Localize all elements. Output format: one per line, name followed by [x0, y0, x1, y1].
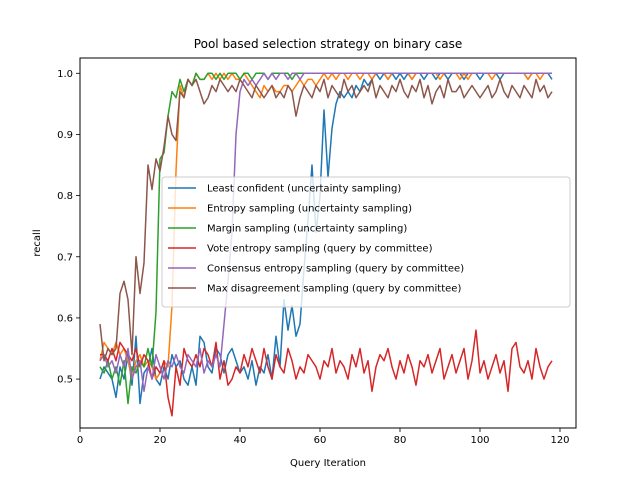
x-axis: 0 20 40 60 80 100 120: [77, 428, 570, 446]
x-tick-label: 20: [154, 435, 167, 446]
legend-label: Margin sampling (uncertainty sampling): [207, 224, 407, 235]
series-line-4: [100, 329, 553, 417]
legend-label: Max disagreement sampling (query by comm…: [207, 284, 461, 295]
legend-label: Entropy sampling (uncertainty sampling): [207, 204, 412, 215]
legend: Least confident (uncertainty sampling) En…: [161, 176, 571, 308]
plot-frame: [79, 57, 577, 429]
y-tick-label: 1.0: [57, 69, 73, 80]
x-tick-label: 0: [77, 435, 83, 446]
legend-box: [161, 176, 571, 308]
y-tick-label: 0.6: [57, 313, 73, 324]
legend-label: Vote entropy sampling (query by committe…: [207, 244, 433, 255]
series-line-5: [99, 72, 552, 393]
x-tick-label: 40: [234, 435, 247, 446]
chart-title: Pool based selection strategy on binary …: [194, 37, 462, 51]
legend-label: Least confident (uncertainty sampling): [207, 184, 401, 195]
y-tick-label: 0.8: [57, 191, 73, 202]
y-axis: 0.5 0.6 0.7 0.8 0.9 1.0: [57, 69, 80, 386]
legend-label: Consensus entropy sampling (query by com…: [207, 264, 464, 275]
series-line-6: [99, 78, 553, 362]
y-axis-label: recall: [32, 229, 43, 256]
y-tick-label: 0.7: [57, 252, 73, 263]
x-tick-label: 120: [550, 435, 569, 446]
x-tick-label: 60: [314, 435, 327, 446]
x-tick-label: 100: [470, 435, 489, 446]
x-axis-label: Query Iteration: [290, 458, 366, 469]
y-tick-label: 0.5: [57, 375, 73, 386]
series-line-1: [99, 72, 553, 405]
y-tick-label: 0.9: [57, 130, 73, 141]
x-tick-label: 80: [394, 435, 407, 446]
